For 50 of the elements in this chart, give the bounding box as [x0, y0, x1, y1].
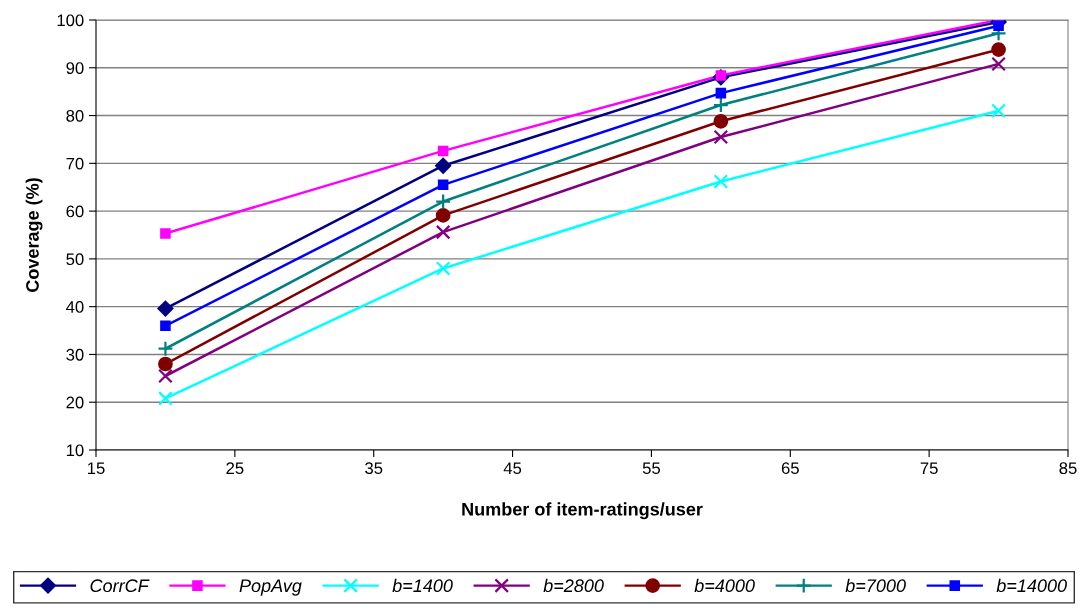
y-tick-label: 80	[66, 109, 84, 122]
y-tick-label: 60	[66, 205, 84, 218]
y-tick-label: 100	[57, 14, 84, 27]
x-tick-label: 75	[920, 462, 938, 475]
point	[435, 157, 452, 174]
point	[158, 391, 173, 406]
y-tick-label: 50	[66, 253, 84, 266]
x-tick-label: 25	[226, 462, 244, 475]
point	[435, 224, 451, 240]
legend-label: CorrCF	[90, 579, 150, 593]
point	[437, 145, 449, 157]
point	[713, 113, 729, 129]
legend-label: PopAvg	[239, 579, 302, 596]
point	[715, 87, 727, 99]
point	[712, 96, 729, 114]
point	[157, 340, 174, 357]
point	[993, 20, 1004, 32]
legend-label: b=14000	[996, 578, 1067, 593]
legend-label: b=2800	[543, 578, 604, 593]
y-axis-title: Coverage (%)	[25, 178, 43, 292]
x-tick-label: 65	[781, 462, 799, 475]
point	[437, 179, 449, 191]
legend-label: b=1400	[392, 578, 453, 593]
y-tick-label: 40	[66, 301, 84, 313]
y-tick-label: 70	[66, 157, 84, 170]
x-tick-label: 35	[365, 462, 383, 475]
y-tick-label: 20	[66, 396, 84, 409]
point	[435, 208, 451, 223]
point	[157, 300, 174, 317]
y-tick-label: 90	[66, 62, 84, 74]
point	[160, 320, 171, 332]
x-tick-label: 85	[1059, 462, 1077, 475]
y-tick-label: 30	[66, 348, 84, 361]
point	[158, 356, 173, 372]
x-tick-label: 45	[503, 462, 522, 475]
x-tick-label: 55	[642, 462, 660, 475]
y-tick-label: 10	[66, 444, 84, 457]
point	[713, 129, 729, 145]
point	[991, 103, 1006, 119]
point	[160, 228, 171, 239]
point	[991, 56, 1006, 72]
point	[435, 193, 452, 210]
point	[991, 42, 1006, 57]
point	[435, 261, 451, 276]
legend-label: b=7000	[845, 578, 906, 593]
point	[158, 368, 173, 384]
point	[713, 174, 729, 189]
x-axis-title: Number of item-ratings/user	[462, 502, 703, 520]
legend-label: b=4000	[694, 578, 755, 593]
x-tick-label: 15	[88, 462, 105, 475]
